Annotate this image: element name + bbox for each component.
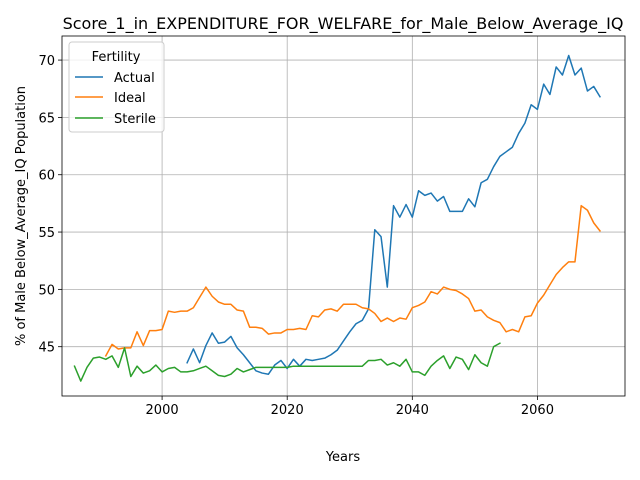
x-tick-label: 2060 bbox=[521, 403, 554, 418]
series-line-sterile bbox=[73, 342, 501, 382]
y-tick-label: 70 bbox=[38, 54, 55, 69]
y-tick-label: 50 bbox=[38, 283, 55, 298]
legend-box bbox=[68, 41, 165, 133]
x-axis-label: Years bbox=[325, 450, 361, 465]
plot-frame bbox=[61, 35, 626, 397]
legend: Fertility Actual Ideal Sterile bbox=[68, 41, 165, 133]
x-tick-label: 2040 bbox=[396, 403, 429, 418]
y-tick-label: 45 bbox=[38, 341, 55, 356]
legend-title: Fertility bbox=[92, 50, 141, 65]
y-tick-label: 60 bbox=[38, 169, 55, 184]
legend-label-sterile: Sterile bbox=[114, 112, 156, 127]
chart-title: Score_1_in_EXPENDITURE_FOR_WELFARE_for_M… bbox=[63, 14, 624, 34]
series-line-ideal bbox=[104, 204, 602, 357]
legend-label-actual: Actual bbox=[114, 71, 155, 86]
series-lines bbox=[73, 54, 602, 382]
axis-ticks: 2000 2020 2040 2060 45 50 55 60 65 70 bbox=[38, 54, 554, 418]
y-tick-label: 55 bbox=[38, 226, 55, 241]
y-tick-label: 65 bbox=[38, 111, 55, 126]
x-tick-label: 2000 bbox=[146, 403, 179, 418]
series-line-actual bbox=[186, 54, 602, 375]
legend-label-ideal: Ideal bbox=[114, 91, 146, 106]
x-tick-label: 2020 bbox=[271, 403, 304, 418]
y-axis-label: % of Male Below_Average_IQ Population bbox=[14, 86, 29, 346]
